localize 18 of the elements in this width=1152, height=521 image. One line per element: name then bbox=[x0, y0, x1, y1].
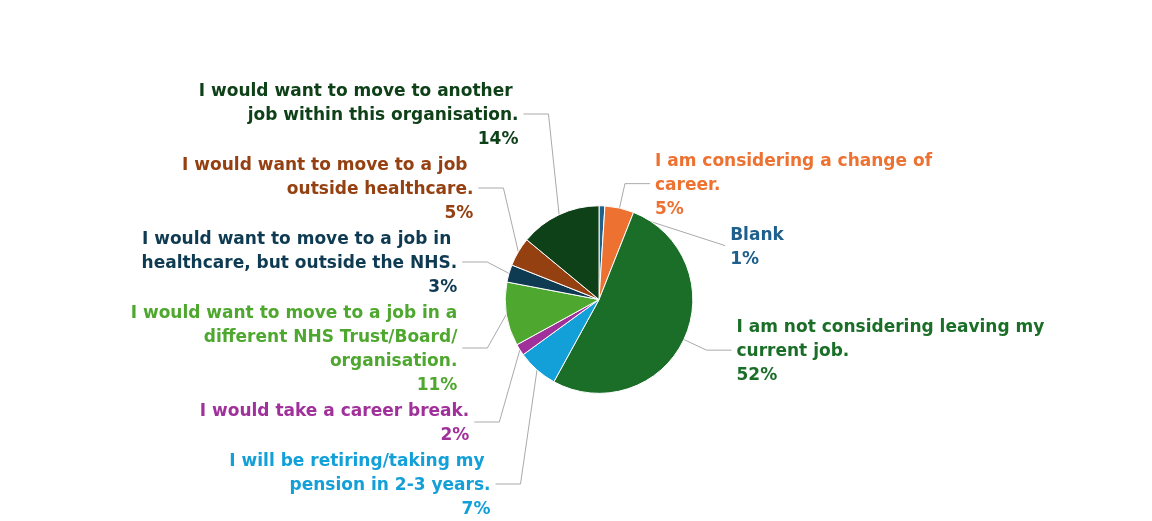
slice-label: I am considering a change of career. bbox=[654, 149, 938, 194]
data-label: 5% bbox=[444, 202, 474, 222]
data-label: 52% bbox=[736, 364, 778, 385]
slice-label: I would want to move to a job in a different NHS Trust/Board/organisation. bbox=[130, 302, 459, 370]
data-label: 11% bbox=[416, 374, 458, 394]
data-label: 2% bbox=[440, 424, 470, 444]
slice-label: I would want to move to another job within this organisation. bbox=[198, 80, 519, 124]
data-label: 3% bbox=[428, 276, 458, 296]
slice-label: I would want to move to a job in healthcare, but outside the NHS. bbox=[141, 228, 458, 272]
data-label: 1% bbox=[730, 247, 760, 268]
data-label: 5% bbox=[654, 197, 684, 218]
data-label: 14% bbox=[477, 128, 519, 148]
slice-label: I would want to move to a job outside healthcare. bbox=[182, 154, 474, 198]
slice-label: I will be retiring/taking my pension in 2-3 years. bbox=[229, 450, 491, 494]
slice-label: I am not considering leaving my current job. bbox=[736, 316, 1051, 361]
slice-label: I would take a career break. bbox=[199, 400, 470, 420]
data-label: 7% bbox=[461, 498, 491, 518]
slice-label: Blank bbox=[730, 223, 785, 244]
